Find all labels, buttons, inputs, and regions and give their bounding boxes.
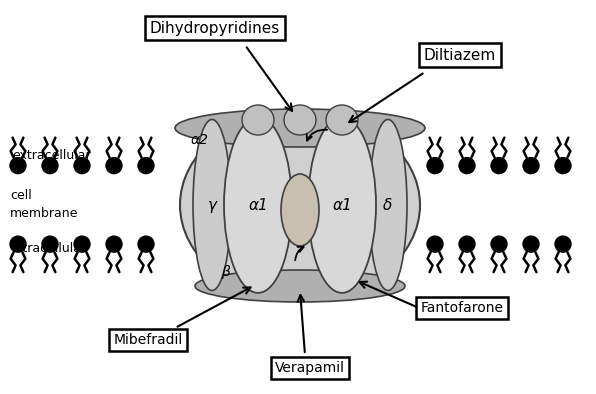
Text: α1: α1 xyxy=(248,197,268,212)
Circle shape xyxy=(491,158,507,174)
Circle shape xyxy=(555,236,571,252)
Circle shape xyxy=(74,236,90,252)
Text: δ: δ xyxy=(383,197,393,212)
Text: α2: α2 xyxy=(191,133,209,147)
Circle shape xyxy=(106,158,122,174)
Ellipse shape xyxy=(195,270,405,302)
Text: Dihydropyridines: Dihydropyridines xyxy=(150,20,280,35)
Ellipse shape xyxy=(180,110,420,300)
Ellipse shape xyxy=(281,174,319,246)
Text: β: β xyxy=(221,265,229,279)
Text: Verapamil: Verapamil xyxy=(275,361,345,375)
Circle shape xyxy=(459,158,475,174)
Circle shape xyxy=(10,158,26,174)
Ellipse shape xyxy=(369,119,407,290)
Circle shape xyxy=(523,236,539,252)
Circle shape xyxy=(138,158,154,174)
Circle shape xyxy=(555,158,571,174)
Text: extracellular: extracellular xyxy=(12,149,91,162)
Text: α1: α1 xyxy=(332,197,352,212)
Circle shape xyxy=(42,158,58,174)
Circle shape xyxy=(459,236,475,252)
Text: intracellular: intracellular xyxy=(12,242,87,255)
Circle shape xyxy=(138,236,154,252)
Text: γ: γ xyxy=(207,197,216,212)
Circle shape xyxy=(106,236,122,252)
Circle shape xyxy=(42,236,58,252)
Ellipse shape xyxy=(326,105,358,135)
Ellipse shape xyxy=(175,109,425,147)
Circle shape xyxy=(74,158,90,174)
Circle shape xyxy=(523,158,539,174)
Ellipse shape xyxy=(193,119,231,290)
Text: Mibefradil: Mibefradil xyxy=(113,333,182,347)
Ellipse shape xyxy=(308,117,376,293)
Ellipse shape xyxy=(224,117,292,293)
Text: cell: cell xyxy=(10,188,32,201)
Ellipse shape xyxy=(284,105,316,135)
Text: Fantofarone: Fantofarone xyxy=(421,301,504,315)
Circle shape xyxy=(427,236,443,252)
Circle shape xyxy=(491,236,507,252)
Circle shape xyxy=(10,236,26,252)
Text: membrane: membrane xyxy=(10,206,79,219)
Ellipse shape xyxy=(242,105,274,135)
Circle shape xyxy=(427,158,443,174)
Text: Diltiazem: Diltiazem xyxy=(424,48,496,63)
